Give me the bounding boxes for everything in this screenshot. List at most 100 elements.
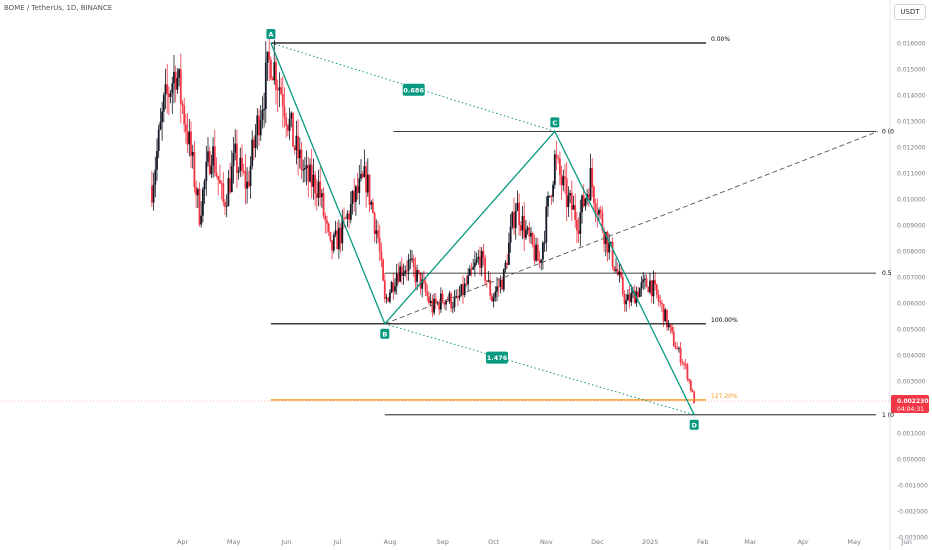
candle-body [594,203,597,213]
pattern-point-label: B [382,330,387,338]
candle-body [547,195,549,207]
candle-body [457,296,459,298]
currency-button[interactable]: USDT [894,4,926,20]
candle-body [156,150,158,170]
candle-body [438,302,441,310]
candle-body [275,62,277,90]
candle-body [276,89,279,91]
price-tick-label: -0.003000 [897,535,928,542]
candle-body [173,71,175,84]
pattern-point-label: C [552,119,557,127]
candle-body [433,298,435,313]
fib-level-label: 0.00% [711,36,730,43]
candle-body [615,269,617,271]
candle-body [662,304,665,322]
candle-body [225,205,228,207]
candle-body [516,202,519,212]
candle-body [191,152,194,156]
candle-body [375,230,378,234]
price-tick-label: 0.000000 [897,457,926,464]
candle-body [372,202,374,213]
candle-body [655,284,658,295]
candle-body [596,212,599,215]
candle-body [268,51,271,60]
candle-body [506,262,509,265]
candle-body [482,250,485,259]
candle-body [353,191,356,202]
candle-body [625,300,628,305]
candle-body [315,193,318,198]
candle-body [637,291,639,297]
candle-body [373,212,376,234]
candle-body [256,115,259,136]
candle-body [445,300,447,305]
candle-body [681,362,684,364]
candle-body [290,112,293,119]
time-axis-label: May [227,538,241,546]
candle-body [309,164,311,182]
candle-body [402,273,405,276]
candle-body [253,139,255,148]
candle-body [627,294,629,301]
candle-body [417,270,420,273]
candle-body [247,181,250,187]
candle-body [314,174,316,194]
candle-body [640,282,643,289]
candle-body [426,292,429,297]
time-axis-label: Jul [332,538,341,546]
candle-body [525,229,527,238]
candle-body [164,84,167,96]
candle-body [355,186,357,202]
candle-body [387,297,390,302]
candle-body [523,215,526,238]
level-label: 0.5 [882,270,892,277]
candle-body [327,223,330,232]
candle-body [686,364,689,380]
candle-body [499,279,502,287]
candle-body [494,291,497,298]
pattern-point-badge [380,328,390,339]
candle-body [399,266,401,282]
candle-body [455,296,458,298]
candle-body [659,301,662,303]
candle-body [492,297,495,302]
candle-body [198,189,201,225]
candle-body [412,258,415,268]
candle-body [431,300,434,313]
candle-body [671,327,673,332]
candle-body [208,151,211,175]
candle-body [518,202,520,226]
candle-body [688,379,690,381]
candle-body [397,273,400,282]
candle-body [513,212,515,229]
candle-body [654,280,656,285]
candle-body [366,174,369,193]
candle-body [603,230,605,245]
candle-body [628,294,631,303]
candle-body [491,295,493,302]
pattern-point-label: D [691,421,697,429]
candle-body [613,266,616,271]
candle-body [502,269,505,290]
candle-body [351,191,354,205]
candle-body [423,279,425,283]
candle-body [666,309,668,328]
candle-body [576,219,578,231]
price-tick-label: 0.012000 [897,145,926,152]
level-label: 0 (0 [882,128,894,135]
trend-extension-dashed [384,130,879,325]
time-axis-label: Feb [697,538,709,546]
candle-body [217,175,220,181]
candle-body [536,244,539,261]
candle-body [382,260,384,281]
candle-body [169,93,172,97]
candle-body [514,211,517,229]
candle-body [365,166,367,193]
candle-body [293,146,296,151]
candle-body [589,168,592,201]
candle-body [508,242,510,265]
candle-body [179,69,182,104]
candle-body [489,280,492,296]
candle-body [356,186,359,194]
